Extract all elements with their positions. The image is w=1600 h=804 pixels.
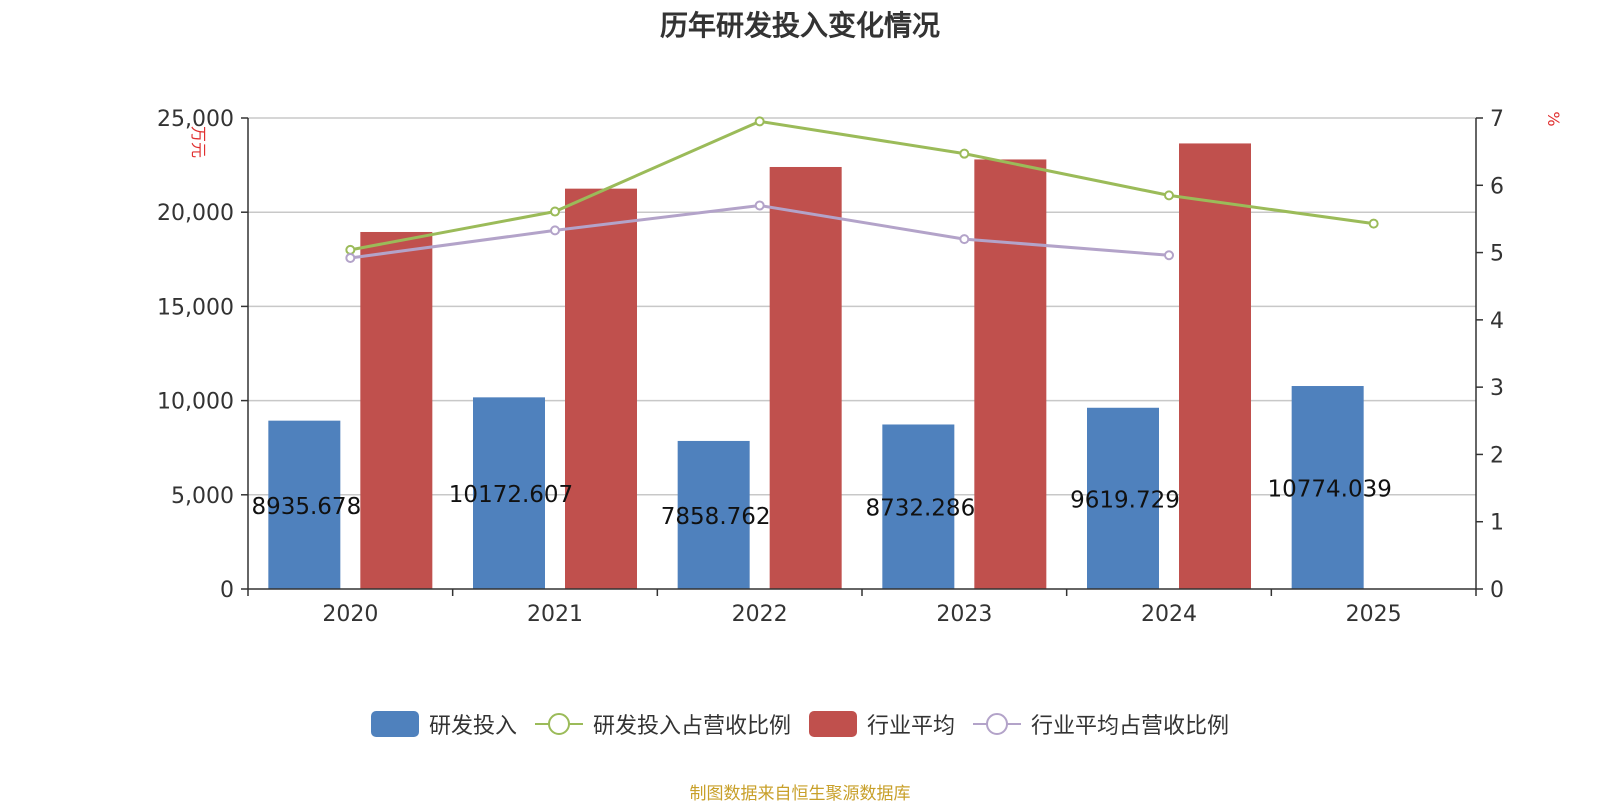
source-note: 制图数据来自恒生聚源数据库	[689, 784, 911, 804]
bar-rd	[473, 397, 545, 589]
bar-rd	[882, 424, 955, 589]
series-point-3	[959, 234, 970, 245]
bar-industry	[769, 166, 842, 589]
legend: 研发投入 研发投入占营收比例 行业平均 行业平均占营收比例	[0, 704, 1600, 744]
series-point-1	[550, 206, 560, 217]
y-right-tick-label: 7	[1490, 107, 1504, 132]
series-point-1	[754, 116, 765, 127]
y-right-unit-label: %	[1544, 111, 1563, 126]
x-tick-label: 2022	[732, 602, 788, 627]
series-point-3	[550, 225, 560, 236]
data-labels: 8935.678 10172.607 7858.762 8732.286 9619.72…	[251, 477, 1391, 530]
legend-label-rd: 研发投入	[428, 714, 517, 739]
legend-swatch-rd-ratio	[534, 711, 583, 737]
legend-swatch-rd	[370, 711, 419, 737]
y-left-tick-label: 0	[220, 578, 234, 603]
legend-swatch-industry	[809, 711, 857, 737]
legend-item-industry[interactable]: 行业平均	[809, 708, 955, 740]
series-point-3	[345, 252, 356, 263]
y-right-tick-label: 2	[1490, 443, 1504, 468]
bar-industry	[1179, 143, 1251, 589]
bar-data-label: 10774.039	[1267, 477, 1391, 503]
y-left-tick-label: 25,000	[157, 107, 234, 132]
bars	[268, 143, 1364, 589]
y-right-tick-label: 5	[1490, 242, 1504, 267]
legend-label-rd-ratio: 研发投入占营收比例	[592, 714, 791, 739]
x-tick-label: 2024	[1141, 602, 1197, 627]
bar-industry	[565, 188, 637, 589]
series-point-1	[1164, 190, 1174, 201]
bar-data-label: 9619.729	[1070, 487, 1180, 513]
bar-industry	[360, 231, 433, 589]
bar-data-label: 10172.607	[449, 482, 573, 508]
bar-data-label: 8935.678	[251, 494, 361, 520]
y-right-tick-label: 4	[1490, 309, 1504, 334]
chart-title: 历年研发投入变化情况	[659, 9, 940, 42]
legend-label-industry-ratio: 行业平均占营收比例	[1031, 714, 1230, 739]
axes: 0 5,000 10,000 15,000 20,000 25,000 0 1 2 3 4 5 6 7 20…	[157, 107, 1563, 627]
legend-swatch-industry-ratio	[973, 711, 1022, 737]
legend-item-rd-ratio[interactable]: 研发投入占营收比例	[534, 708, 791, 740]
legend-item-industry-ratio[interactable]: 行业平均占营收比例	[973, 708, 1229, 740]
series-point-1	[959, 148, 970, 159]
legend-label-industry: 行业平均	[867, 714, 956, 739]
legend-item-rd[interactable]: 研发投入	[370, 708, 517, 740]
series-point-1	[345, 244, 356, 255]
y-right-tick-label: 1	[1490, 511, 1504, 536]
y-right-tick-label: 3	[1490, 376, 1504, 401]
series-line-1	[350, 119, 1374, 252]
series-point-3	[1164, 250, 1174, 261]
y-left-tick-label: 10,000	[157, 390, 234, 415]
bar-rd	[1087, 407, 1159, 589]
y-right-tick-label: 6	[1490, 174, 1504, 199]
bar-data-label: 7858.762	[661, 504, 771, 530]
x-tick-label: 2021	[527, 602, 583, 627]
bar-data-label: 8732.286	[865, 496, 975, 522]
y-left-tick-label: 20,000	[157, 201, 234, 226]
bar-rd	[1291, 386, 1364, 589]
x-tick-label: 2025	[1346, 602, 1402, 627]
x-tick-label: 2023	[936, 602, 992, 627]
bar-industry	[974, 159, 1047, 589]
y-left-tick-label: 15,000	[157, 295, 234, 320]
bar-rd	[268, 420, 341, 589]
lines	[345, 116, 1379, 263]
x-tick-label: 2020	[322, 602, 378, 627]
series-point-3	[754, 200, 765, 211]
y-right-tick-label: 0	[1490, 578, 1504, 603]
bar-rd	[677, 440, 750, 589]
y-left-unit-label: 万元	[189, 126, 208, 158]
series-point-1	[1368, 218, 1379, 229]
grid-lines	[248, 117, 1476, 496]
y-left-tick-label: 5,000	[171, 484, 234, 509]
